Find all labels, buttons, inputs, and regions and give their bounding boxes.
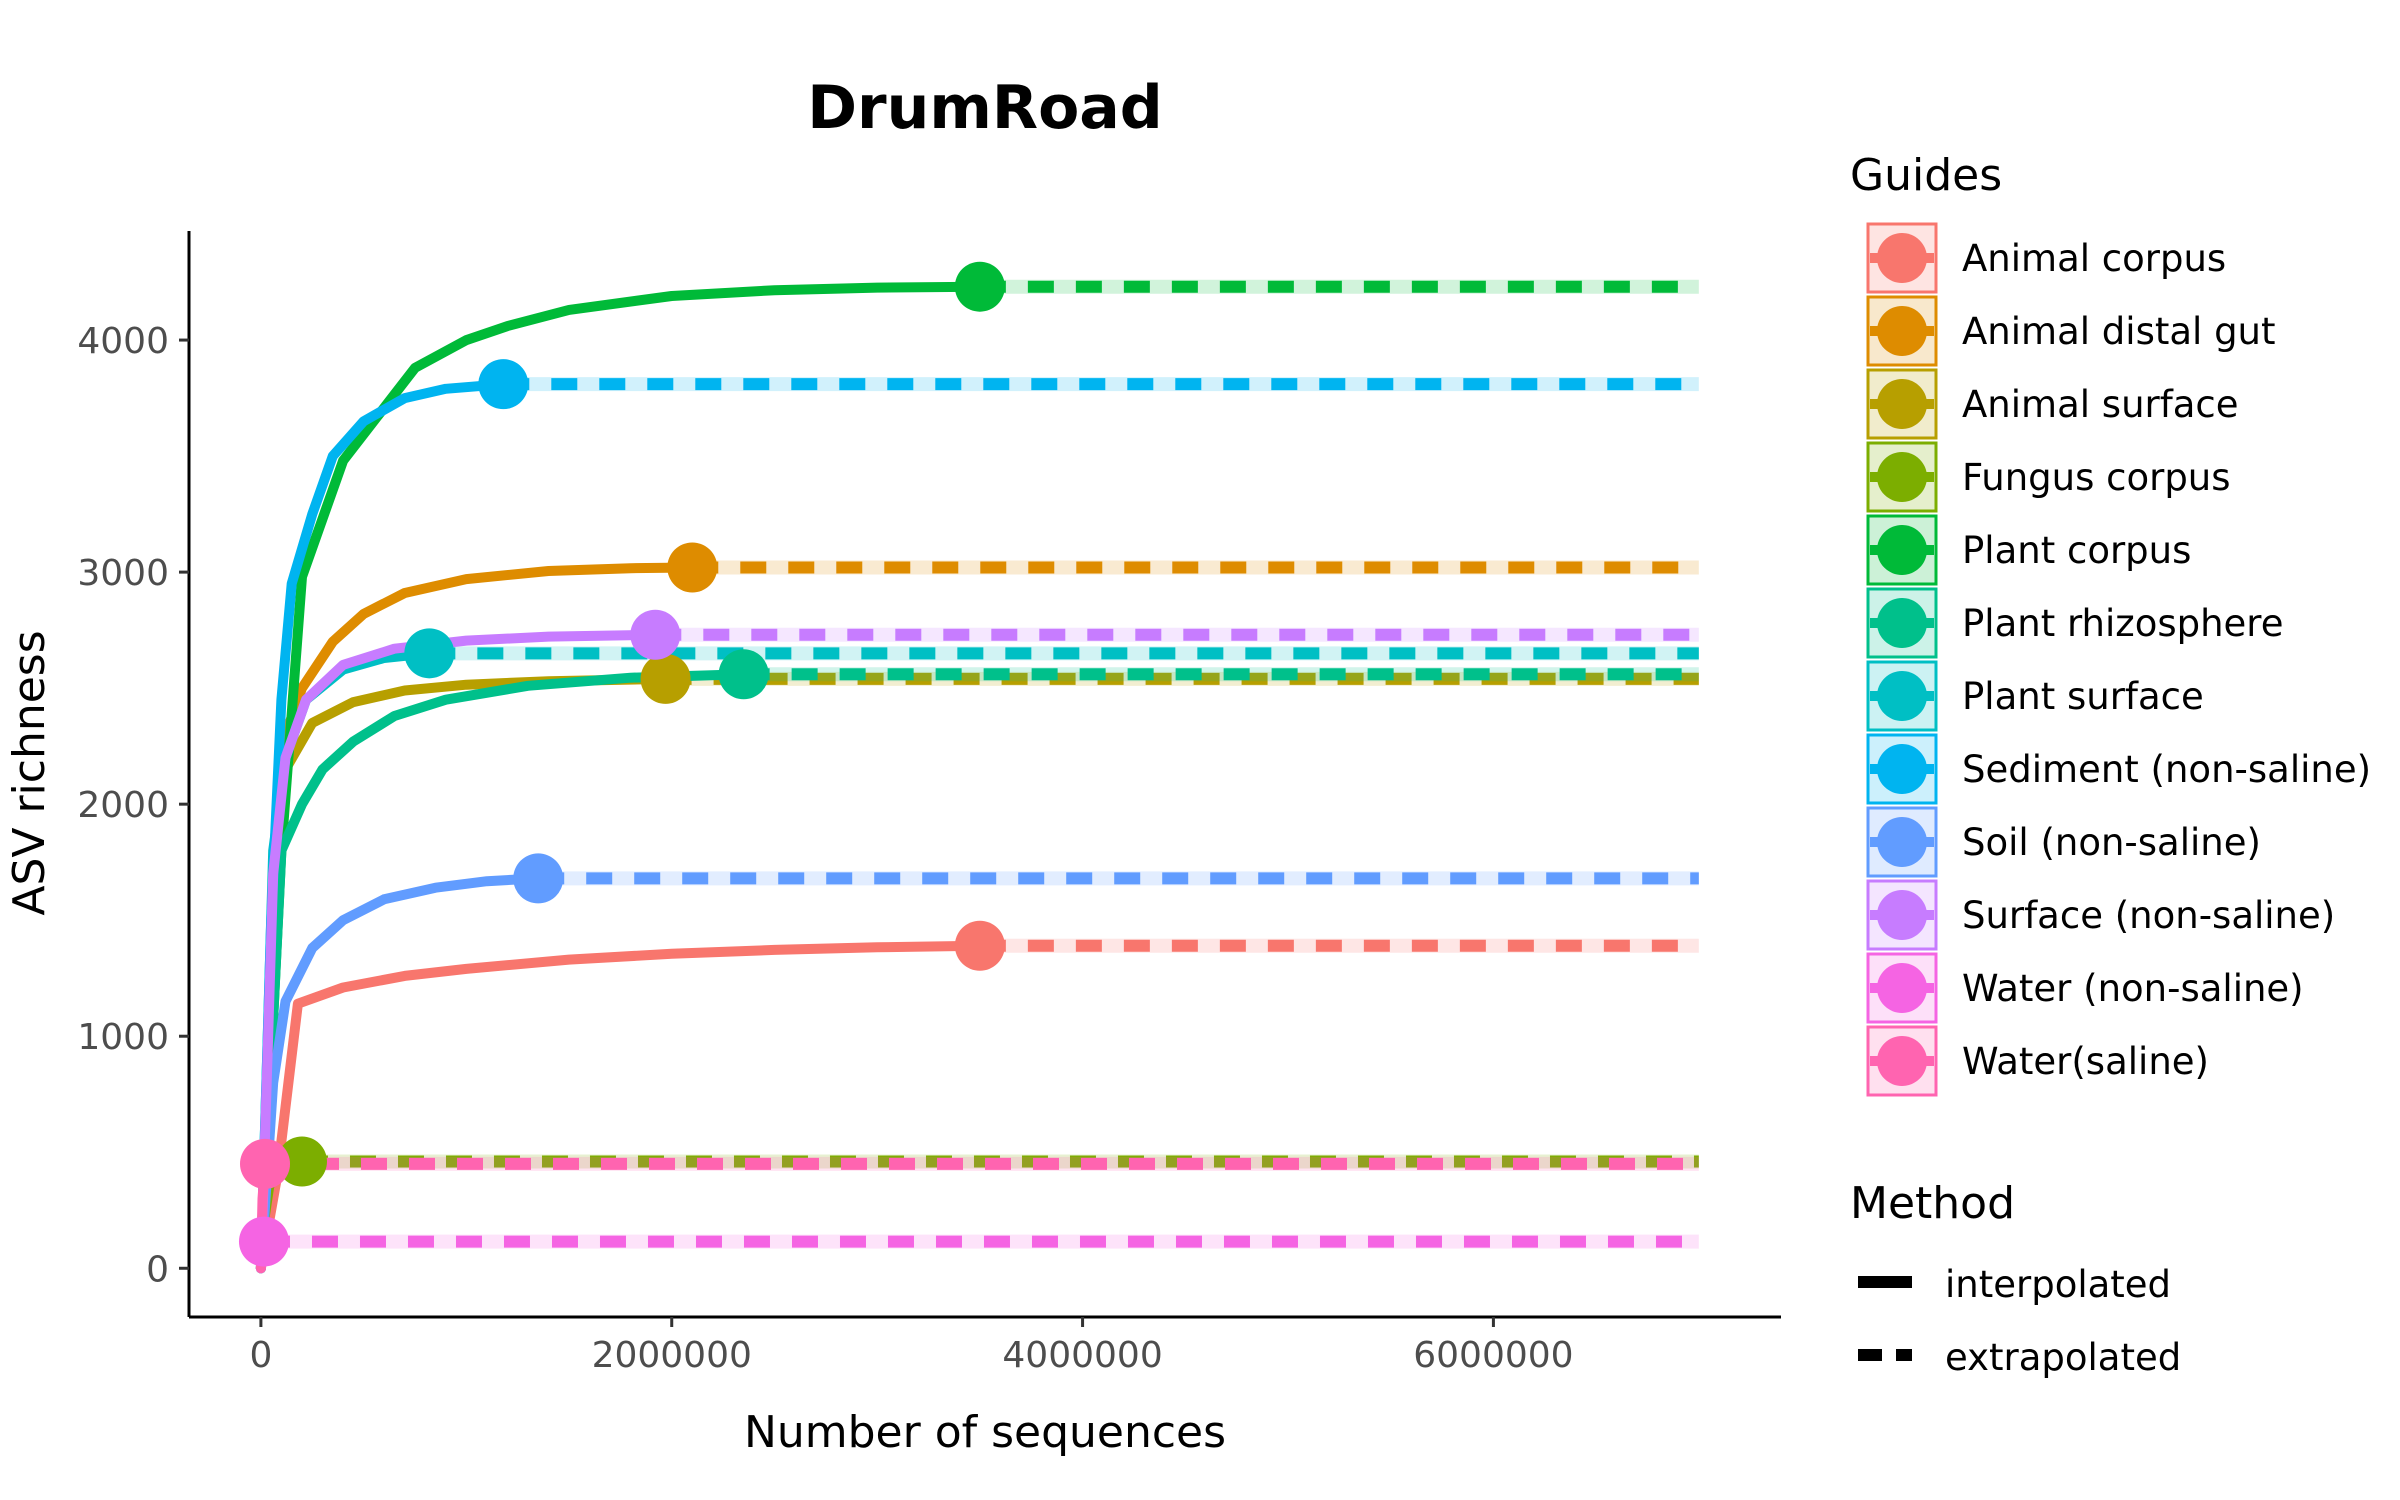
legend-label: Animal corpus	[1962, 237, 2226, 280]
observed-point	[513, 853, 564, 904]
series-fungus-corpus	[255, 1154, 1699, 1248]
legend-label: Animal distal gut	[1962, 310, 2276, 353]
observed-point	[640, 653, 691, 704]
observed-point	[630, 609, 681, 660]
x-axis-label: Number of sequences	[744, 1407, 1226, 1458]
legend-method-extrapolated: extrapolated	[1858, 1336, 2181, 1379]
legend-guides: Animal corpus Animal distal gut Animal sur…	[1866, 222, 2371, 1097]
legend-label: Sediment (non-saline)	[1962, 748, 2371, 791]
interpolated-line	[255, 629, 661, 1274]
observed-point	[276, 1136, 327, 1187]
x-axis-ticks: 0 2000000 4000000 6000000	[249, 1317, 1574, 1376]
legend-guides-title: Guides	[1850, 150, 2002, 201]
legend-method-interpolated: interpolated	[1858, 1263, 2171, 1306]
legend-key-point	[1877, 963, 1927, 1013]
series-plant-corpus	[255, 279, 1699, 1274]
legend-item: Water (non-saline)	[1866, 952, 2304, 1024]
legend-key-point	[1877, 671, 1927, 721]
interpolated-line	[255, 940, 985, 1274]
legend-item: Plant rhizosphere	[1866, 587, 2283, 659]
legend-item: Animal corpus	[1866, 222, 2226, 294]
legend-item: Plant corpus	[1866, 514, 2191, 586]
observed-point	[240, 1138, 291, 1189]
legend-label: Water (non-saline)	[1962, 967, 2304, 1010]
y-axis-ticks: 0 1000 2000 3000 4000	[77, 321, 189, 1290]
observed-point	[238, 1216, 289, 1267]
legend-item: Surface (non-saline)	[1866, 879, 2335, 951]
series-sediment-non-saline-	[255, 377, 1699, 1274]
legend-key-point	[1877, 817, 1927, 867]
legend-method-title: Method	[1850, 1178, 2015, 1229]
observed-point	[478, 359, 529, 410]
observed-point	[404, 628, 455, 679]
legend-key-point	[1877, 598, 1927, 648]
legend-item: Plant surface	[1866, 660, 2204, 732]
interpolated-line	[255, 281, 985, 1274]
legend-label: Animal surface	[1962, 383, 2239, 426]
observed-point	[954, 261, 1005, 312]
series-animal-surface	[255, 671, 1699, 1274]
legend-method-label: extrapolated	[1945, 1336, 2181, 1379]
series-surface-non-saline-	[255, 627, 1699, 1274]
chart-title: DrumRoad	[807, 73, 1163, 143]
y-tick-label: 0	[146, 1249, 169, 1290]
legend-key-point	[1877, 452, 1927, 502]
legend-item: Animal distal gut	[1866, 295, 2276, 367]
legend-label: Plant corpus	[1962, 529, 2191, 572]
legend-key-point	[1877, 1036, 1927, 1086]
plot-area: 0 1000 2000 3000 4000 0 2000000 4000000 6000000	[77, 231, 1781, 1376]
legend-label: Water(saline)	[1962, 1040, 2209, 1083]
legend-label: Surface (non-saline)	[1962, 894, 2335, 937]
series-plant-rhizosphere	[255, 667, 1699, 1274]
series-water-saline-	[255, 1156, 1699, 1274]
legend-item: Animal surface	[1866, 368, 2239, 440]
series-soil-non-saline-	[255, 871, 1699, 1274]
y-tick-label: 4000	[77, 321, 169, 362]
legend-item: Water(saline)	[1866, 1025, 2209, 1097]
legend-key-point	[1877, 379, 1927, 429]
legend-key-point	[1877, 525, 1927, 575]
x-tick-label: 2000000	[592, 1335, 752, 1376]
y-tick-label: 2000	[77, 785, 169, 826]
observed-point	[954, 920, 1005, 971]
x-tick-label: 0	[249, 1335, 272, 1376]
legend-item: Fungus corpus	[1866, 441, 2231, 513]
legend-key-point	[1877, 233, 1927, 283]
legend-label: Soil (non-saline)	[1962, 821, 2261, 864]
observed-point	[718, 649, 769, 700]
legend-key-point	[1877, 306, 1927, 356]
interpolated-line	[255, 873, 544, 1274]
legend-label: Plant rhizosphere	[1962, 602, 2283, 645]
interpolated-line	[255, 669, 749, 1274]
legend-method-label: interpolated	[1945, 1263, 2171, 1306]
y-axis-label: ASV richness	[4, 630, 55, 915]
series-layer	[238, 261, 1699, 1274]
observed-point	[667, 542, 718, 593]
y-tick-label: 1000	[77, 1017, 169, 1058]
legend-key-point	[1877, 890, 1927, 940]
legend-label: Plant surface	[1962, 675, 2204, 718]
legend-key-point	[1877, 744, 1927, 794]
series-animal-corpus	[255, 938, 1699, 1274]
legend-label: Fungus corpus	[1962, 456, 2231, 499]
x-tick-label: 6000000	[1413, 1335, 1573, 1376]
legend-item: Soil (non-saline)	[1866, 806, 2261, 878]
y-tick-label: 3000	[77, 553, 169, 594]
x-tick-label: 4000000	[1002, 1335, 1162, 1376]
legend-item: Sediment (non-saline)	[1866, 733, 2371, 805]
series-water-non-saline-	[255, 1234, 1699, 1274]
